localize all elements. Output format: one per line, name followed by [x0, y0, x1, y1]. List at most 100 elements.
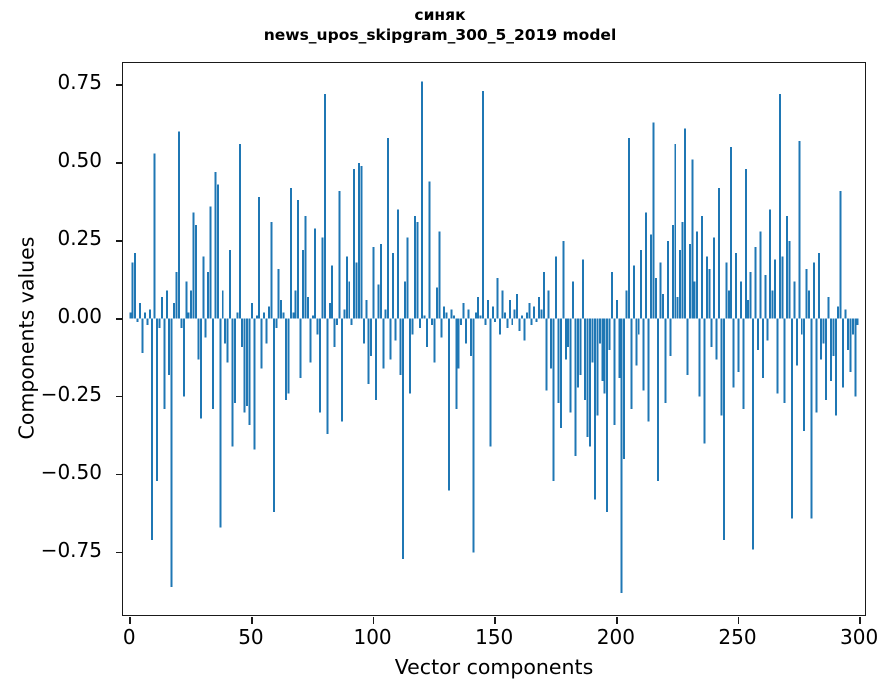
bar: [586, 318, 589, 438]
bar: [250, 303, 253, 319]
bar: [601, 318, 604, 382]
bar: [842, 318, 845, 388]
bar: [224, 318, 227, 344]
bar: [569, 318, 572, 413]
bar: [177, 131, 180, 319]
bar: [506, 318, 509, 329]
bar: [654, 278, 657, 319]
bar: [255, 315, 258, 319]
bar: [669, 318, 672, 357]
bar: [406, 237, 409, 319]
y-axis-label: Components values: [13, 236, 38, 440]
bar: [722, 318, 725, 541]
bar: [389, 318, 392, 360]
bar: [450, 309, 453, 319]
bar: [173, 303, 176, 319]
bar: [435, 287, 438, 319]
bar: [221, 290, 224, 319]
bar: [285, 318, 287, 400]
x-tick-mark: [251, 617, 253, 624]
bar: [832, 318, 835, 357]
bar: [538, 296, 540, 319]
bar: [457, 318, 460, 369]
bar: [642, 318, 645, 391]
bar: [530, 318, 533, 325]
bar: [791, 318, 794, 519]
bar: [302, 250, 305, 319]
bar: [165, 290, 168, 319]
bar: [282, 312, 285, 319]
bar: [496, 278, 499, 319]
bar: [749, 271, 752, 319]
bar: [764, 275, 767, 319]
bar: [426, 318, 429, 347]
bar: [681, 222, 684, 319]
bar: [613, 318, 616, 425]
bar: [180, 318, 183, 329]
y-tick-label: 0.00: [57, 303, 102, 328]
bar: [209, 206, 212, 319]
bar: [319, 318, 322, 413]
bar: [131, 262, 134, 319]
x-tick-label: 150: [475, 625, 514, 649]
bar: [547, 290, 550, 319]
bar: [761, 318, 764, 378]
bar: [321, 237, 324, 319]
x-tick-label: 0: [122, 625, 136, 649]
bar: [499, 318, 502, 335]
bar: [572, 281, 575, 319]
bar: [265, 318, 268, 344]
y-tick-label: 0.50: [57, 147, 102, 172]
bar: [263, 312, 266, 319]
bar: [800, 318, 803, 335]
bar: [822, 318, 825, 344]
bar: [674, 144, 677, 319]
bar: [190, 290, 193, 319]
bar: [603, 318, 606, 394]
bar: [645, 212, 648, 319]
bar: [294, 290, 297, 319]
bar: [593, 318, 596, 500]
bar: [623, 318, 626, 460]
bar: [467, 309, 470, 319]
bar: [443, 306, 446, 319]
x-tick-mark: [129, 617, 132, 624]
bar: [199, 318, 202, 419]
bar: [438, 231, 441, 319]
x-tick-mark: [859, 617, 861, 624]
bar: [528, 303, 531, 319]
bar: [713, 237, 716, 319]
bar: [628, 137, 631, 319]
bar: [776, 318, 779, 394]
x-tick-mark: [737, 617, 740, 624]
y-tick-mark: [116, 84, 123, 86]
bar: [520, 315, 523, 319]
bar: [416, 222, 419, 319]
bar: [241, 318, 244, 347]
bar: [214, 172, 217, 319]
bar: [579, 318, 582, 375]
bar: [460, 318, 463, 325]
bar: [511, 318, 514, 325]
bar: [508, 300, 511, 319]
bar: [701, 215, 703, 319]
bar: [735, 253, 738, 319]
bar: [387, 137, 390, 319]
bar: [754, 247, 757, 319]
bar: [433, 318, 436, 363]
bar: [226, 318, 229, 363]
bar: [610, 271, 613, 319]
bar: [372, 247, 375, 319]
bar: [849, 318, 852, 372]
bar: [469, 318, 472, 357]
bar: [404, 281, 407, 319]
bar: [357, 162, 360, 319]
bar: [844, 309, 847, 319]
bar: [192, 212, 195, 319]
bar: [382, 318, 385, 369]
bar: [715, 318, 718, 360]
bar: [747, 300, 750, 319]
plot-axes: [116, 62, 866, 624]
bar: [348, 281, 351, 319]
bar: [202, 256, 205, 319]
